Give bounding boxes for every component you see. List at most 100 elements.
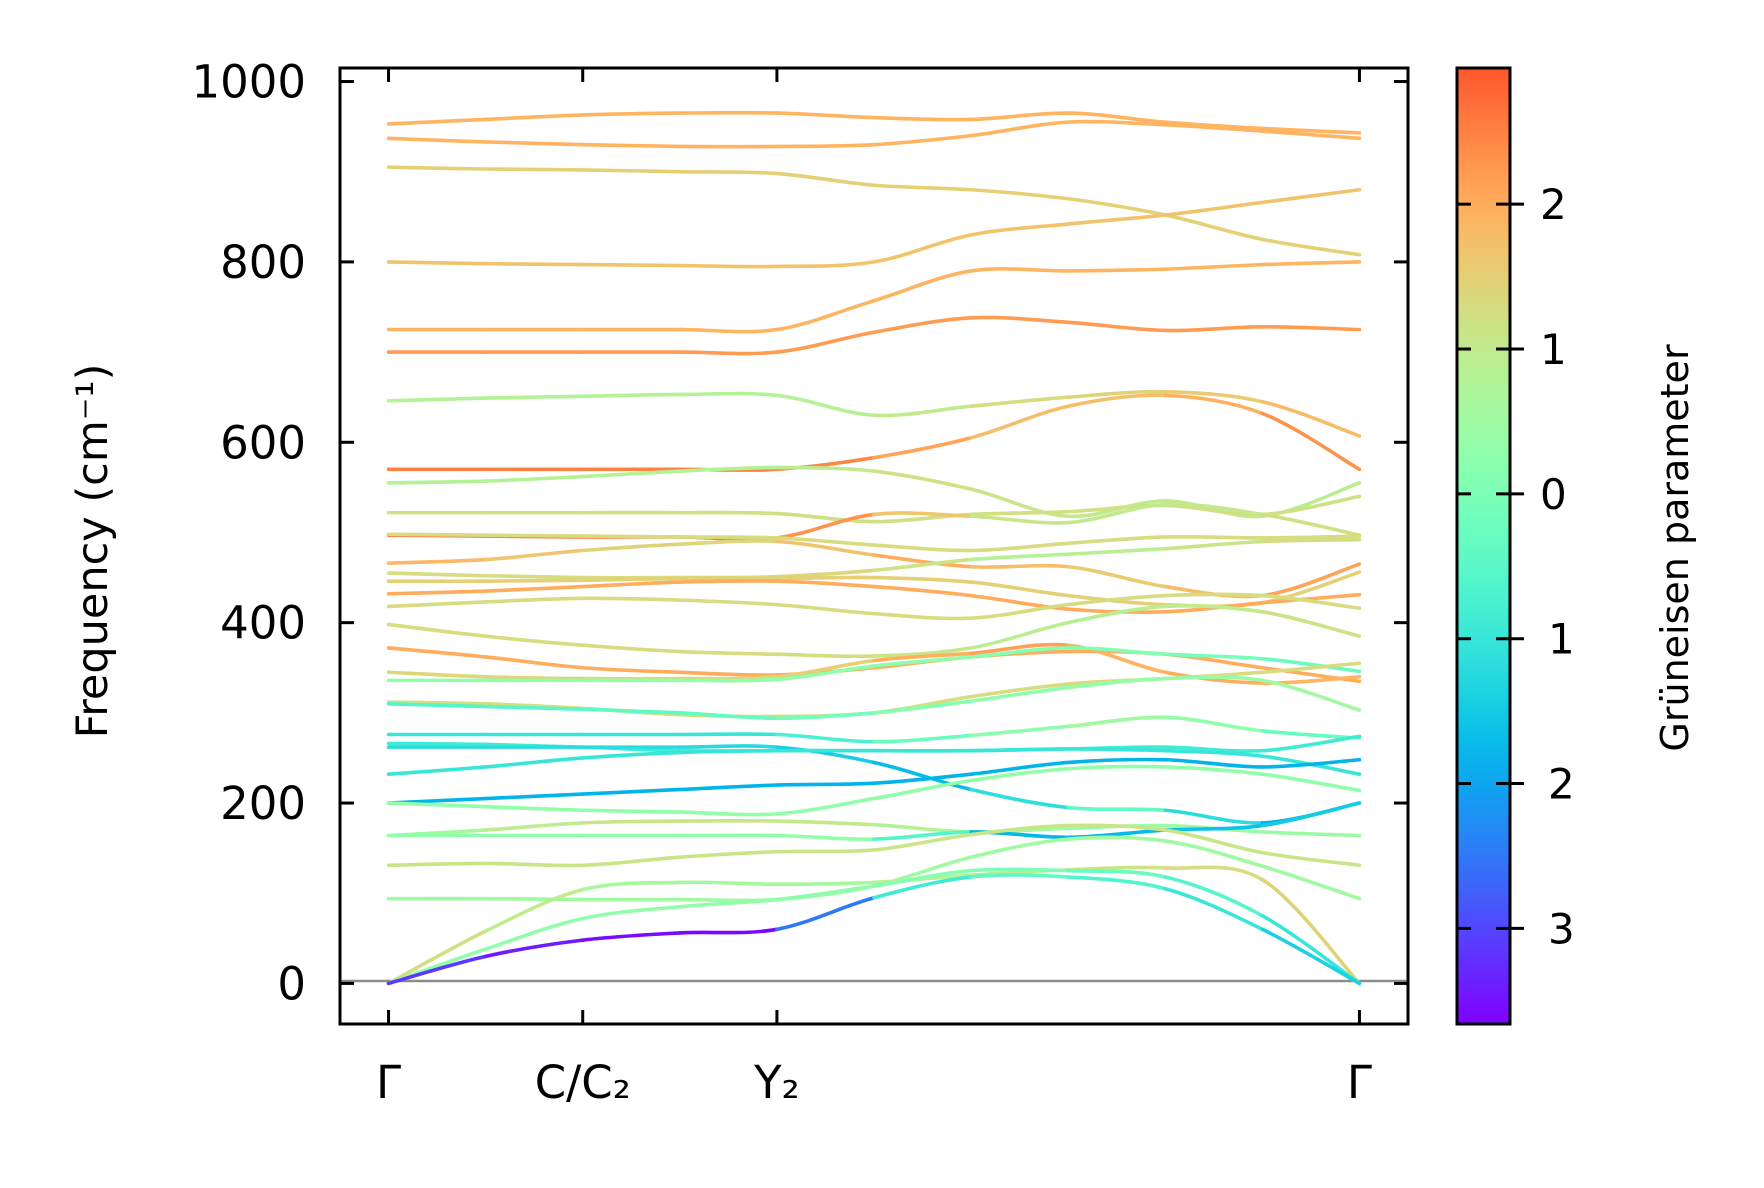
band-segment: [1260, 399, 1362, 438]
band-segment: [678, 783, 779, 792]
band-segment: [1163, 652, 1265, 661]
band-segment: [1066, 213, 1168, 226]
band-segment: [1163, 592, 1265, 598]
band-segment: [386, 557, 488, 565]
band-segment: [1260, 187, 1362, 205]
band-segment: [483, 113, 585, 122]
band-segment: [580, 596, 682, 602]
band-segment: [580, 643, 682, 654]
band-segment: [678, 880, 779, 887]
band-segment: [1260, 864, 1362, 901]
colorbar-ticks: 2 1 0 1 2 3: [1457, 180, 1575, 953]
band-segment: [969, 646, 1070, 659]
band-7: [386, 389, 1362, 438]
band-segment: [969, 404, 1070, 440]
band-segment: [483, 792, 585, 801]
band-segment: [1163, 875, 1265, 918]
band-segment: [1260, 801, 1362, 828]
y-tick-label: 800: [220, 236, 306, 289]
band-segment: [1260, 537, 1362, 544]
band-segment: [872, 646, 973, 658]
band-segment: [580, 262, 682, 268]
band-segment: [969, 552, 1070, 562]
band-segment: [386, 700, 488, 706]
band-segment: [1066, 564, 1168, 589]
band-segment: [872, 772, 973, 785]
band-segment: [386, 532, 488, 537]
band-segment: [1260, 757, 1362, 769]
band-segment: [386, 589, 488, 596]
band-segment: [678, 539, 779, 546]
band-segment: [580, 904, 682, 921]
band-segment: [678, 535, 779, 540]
band-segment: [483, 596, 585, 604]
band-10: [386, 494, 1362, 524]
band-segment: [678, 849, 779, 859]
band-segment: [1260, 610, 1362, 638]
band-segment: [1066, 593, 1168, 607]
colorbar-title: Grüneisen parameter: [1653, 344, 1697, 752]
band-segment: [1163, 539, 1265, 551]
band-segment: [483, 140, 585, 147]
band-segment: [386, 571, 488, 578]
band-segment: [678, 510, 779, 516]
band-segment: [483, 655, 585, 670]
band-segment: [1066, 805, 1168, 813]
band-segment: [580, 931, 682, 942]
band-segment: [1260, 494, 1362, 517]
band-segment: [969, 563, 1070, 569]
band-segment: [483, 261, 585, 267]
band-segment: [872, 404, 973, 418]
band-segment: [483, 533, 585, 538]
band-segment: [872, 651, 973, 663]
band-36: [386, 873, 1362, 986]
band-segment: [580, 542, 682, 553]
colorbar-tick-label: 1: [1540, 325, 1567, 374]
band-segment: [872, 133, 973, 147]
band-segment: [1066, 502, 1168, 525]
band-segment: [872, 543, 973, 553]
band-segment: [775, 111, 876, 120]
band-segment: [1163, 262, 1265, 271]
band-segment: [580, 750, 682, 760]
band-segment: [775, 880, 876, 887]
band-segment: [580, 819, 682, 825]
band-segment: [386, 954, 488, 986]
band-segment: [580, 576, 682, 583]
band-segment: [969, 602, 1070, 620]
colorbar-tick-label: 2: [1548, 760, 1575, 809]
y-tick-label: 200: [220, 777, 306, 830]
colorbar-gradient: [1455, 66, 1512, 1026]
band-segment: [1163, 670, 1265, 685]
colorbar: 2 1 0 1 2 3 Grüneisen parameter: [1455, 66, 1697, 1026]
band-segment: [872, 611, 973, 621]
band-segment: [483, 938, 585, 959]
band-segment: [872, 183, 973, 192]
band-segment: [1260, 877, 1362, 986]
band-segment: [969, 315, 1070, 325]
band-segment: [580, 787, 682, 796]
band-segment: [775, 833, 876, 841]
band-segment: [483, 548, 585, 562]
band-segment: [678, 391, 779, 398]
band-segment: [969, 787, 1070, 810]
band-segment: [386, 136, 488, 144]
band-segment: [872, 733, 973, 744]
band-segment: [872, 469, 973, 491]
band-segment: [775, 536, 876, 547]
colorbar-tick-label: 3: [1548, 904, 1575, 953]
band-segment: [775, 568, 876, 579]
band-segment: [1260, 734, 1362, 753]
band-segment: [483, 804, 585, 813]
band-segment: [775, 171, 876, 188]
band-segment: [1163, 213, 1265, 242]
band-segment: [386, 765, 488, 776]
band-segment: [386, 861, 488, 868]
band-segment: [386, 646, 488, 659]
colorbar-tick-label: 2: [1540, 180, 1567, 229]
band-segment: [1066, 868, 1168, 879]
band-32: [386, 823, 1362, 868]
colorbar-tick-label: 1: [1548, 615, 1575, 664]
band-segment: [775, 796, 876, 816]
band-segment: [775, 732, 876, 744]
